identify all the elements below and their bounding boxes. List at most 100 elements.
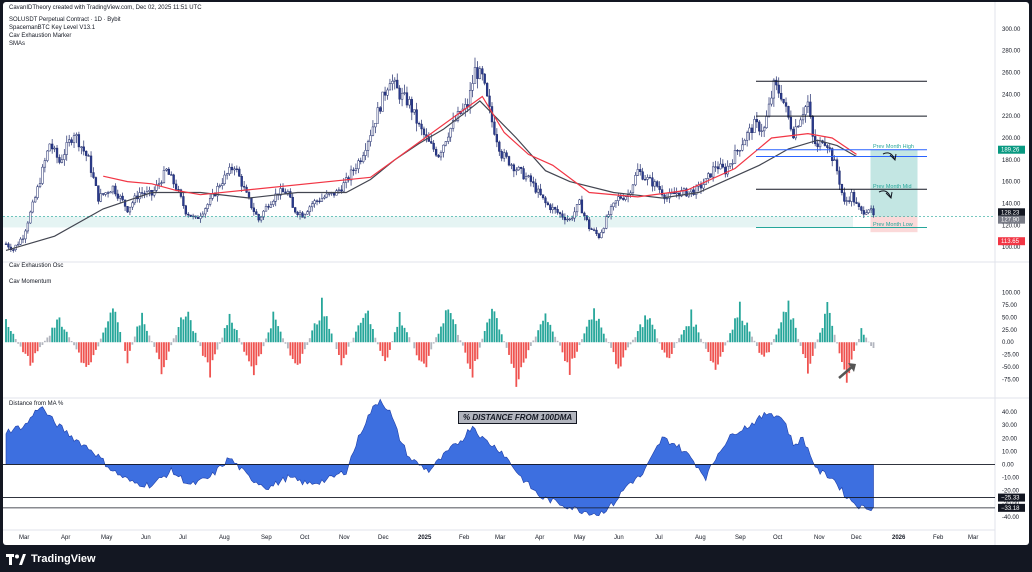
sma-100-line: [5, 100, 857, 251]
osc-pane-label[interactable]: Cav Exhaustion Osc: [9, 263, 64, 269]
candle-body: [660, 189, 664, 196]
momentum-bar: [687, 326, 690, 343]
momentum-bar: [872, 342, 875, 349]
footer-bar: TradingView: [0, 545, 1032, 572]
candle: [216, 182, 219, 202]
candle: [517, 165, 520, 171]
candle-body: [561, 213, 564, 218]
candle-body: [772, 79, 776, 99]
candle-body: [539, 188, 542, 196]
candle-body: [707, 173, 710, 179]
candle-body: [867, 209, 870, 213]
candle-body: [148, 190, 151, 192]
momentum-bar: [355, 331, 357, 343]
indicator-cav-marker[interactable]: Cav Exhaustion Marker: [9, 33, 72, 39]
momentum-bar: [729, 333, 732, 343]
indicator-spaceman[interactable]: SpacemanBTC Key Level V13.1: [9, 25, 96, 31]
candle: [828, 144, 831, 153]
momentum-bar: [328, 328, 331, 343]
candle-body: [738, 150, 742, 152]
momentum-bar: [243, 342, 246, 352]
candle: [726, 160, 729, 178]
momentum-bar: [704, 342, 707, 349]
price-label-0[interactable]: 128.23: [998, 208, 1025, 217]
momentum-bar: [510, 342, 513, 364]
price-label-2[interactable]: 113.65: [998, 237, 1025, 246]
candle: [165, 167, 168, 172]
chart-area[interactable]: Prev Month High Prev Month Mid Prev Month …: [3, 2, 1029, 545]
momentum-bar: [131, 342, 134, 345]
momentum-bar: [272, 311, 275, 343]
candle-body: [252, 207, 256, 212]
momentum-bar: [478, 342, 481, 348]
distance-value-label-0[interactable]: −25.33: [998, 493, 1025, 502]
candle: [505, 150, 508, 159]
candle: [658, 181, 661, 194]
candle: [36, 184, 39, 200]
candle: [77, 131, 81, 152]
distance-value-label-1[interactable]: −33.18: [998, 503, 1025, 512]
candle-body: [522, 168, 525, 180]
candle: [806, 95, 810, 113]
candle-body: [19, 238, 22, 245]
price-label-1[interactable]: 127.90: [998, 215, 1025, 224]
candle: [609, 204, 613, 220]
candle: [809, 93, 812, 119]
brand-logo[interactable]: TradingView: [6, 553, 96, 565]
momentum-bar: [41, 342, 44, 345]
sma-50-line: [103, 95, 857, 198]
time-tick-17: Aug: [695, 535, 706, 541]
candle: [60, 154, 64, 164]
momentum-bar: [848, 342, 851, 374]
candle-body: [797, 125, 800, 128]
distance-pane-label[interactable]: Distance from MA %: [9, 401, 64, 407]
candle-body: [527, 175, 530, 177]
momentum-pane-label[interactable]: Cav Momentum: [9, 279, 52, 285]
price-label-3[interactable]: 189.26: [998, 145, 1025, 154]
time-tick-8: Nov: [339, 535, 350, 541]
momentum-bar: [447, 309, 450, 343]
candle: [799, 117, 802, 127]
momentum-bar: [571, 342, 574, 359]
candle-body: [359, 160, 362, 162]
momentum-bar: [746, 322, 749, 343]
chart-svg[interactable]: Prev Month High Prev Month Mid Prev Month …: [3, 2, 1029, 545]
momentum-bar: [610, 342, 612, 348]
key-level-label-2: Prev Month High: [873, 144, 914, 150]
price-axis[interactable]: 100.00 120.00 140.00 160.00 180.00 200.00 220.…: [998, 27, 1025, 521]
time-axis[interactable]: Mar Apr May Jun Jul Aug Sep Oct Nov Dec 2025 Feb Mar…: [19, 535, 978, 541]
momentum-bar: [668, 342, 671, 359]
momentum-bar: [197, 340, 199, 343]
candle-body: [860, 206, 863, 211]
candle: [320, 193, 324, 202]
candle: [318, 197, 321, 204]
momentum-bar: [369, 324, 372, 343]
momentum-bar: [512, 342, 515, 368]
momentum-bar: [364, 313, 367, 343]
momentum-bar: [680, 334, 683, 343]
momentum-bar: [231, 322, 233, 343]
momentum-bar: [629, 342, 632, 345]
momentum-bar: [617, 342, 620, 369]
candle-body: [794, 126, 797, 139]
candle: [393, 77, 396, 90]
symbol-line[interactable]: SOLUSDT Perpetual Contract · 1D · Bybit: [9, 17, 121, 23]
indicator-smas[interactable]: SMAs: [9, 41, 26, 47]
candle-body: [430, 141, 433, 144]
candle: [554, 206, 557, 214]
momentum-bar: [391, 341, 394, 343]
candle: [780, 85, 783, 102]
momentum-bar: [532, 340, 535, 343]
time-tick-1: Apr: [61, 535, 70, 541]
candle: [138, 187, 141, 203]
candle: [473, 57, 477, 84]
momentum-bar: [578, 342, 581, 346]
candle-body: [413, 109, 416, 113]
momentum-bar: [495, 318, 498, 343]
candle-body: [804, 106, 807, 115]
momentum-bar: [192, 331, 195, 343]
momentum-bar: [260, 342, 263, 355]
momentum-bar: [666, 342, 668, 358]
candle: [872, 205, 875, 218]
candle-body: [43, 160, 47, 168]
